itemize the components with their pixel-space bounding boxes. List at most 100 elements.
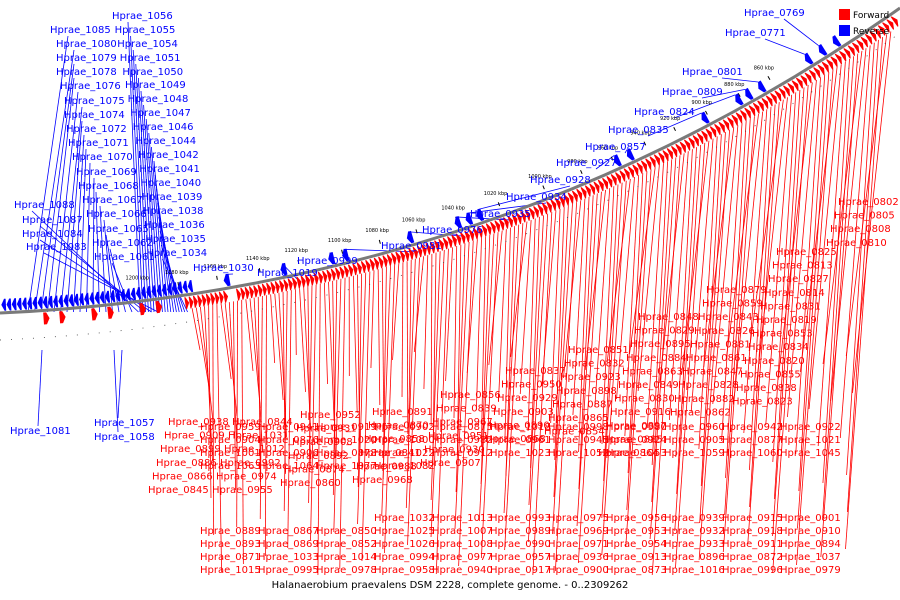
label-connector: [530, 216, 540, 469]
gene-label: Hprae_0989: [490, 526, 551, 537]
label-connector: [191, 308, 201, 351]
gene-label: Hprae_0882: [674, 394, 735, 405]
forward-gene-arrow: [851, 42, 860, 54]
reverse-gene-arrow: [328, 252, 336, 265]
gene-label: Hprae_0994: [374, 552, 435, 563]
label-connector: [27, 35, 69, 313]
label-connector: [637, 165, 660, 392]
label-connector: [594, 188, 611, 408]
label-connector: [241, 299, 244, 565]
label-connector: [212, 304, 215, 536]
gene-label: Hprae_1026: [374, 539, 435, 550]
forward-gene-arrow: [43, 312, 50, 325]
gene-label: Hprae_0771: [725, 28, 786, 39]
label-connector: [498, 229, 507, 403]
label-connector: [445, 247, 453, 382]
gene-label: Hprae_0974: [216, 471, 277, 482]
label-connector: [382, 267, 387, 480]
gene-label: Hprae_0894: [780, 539, 841, 550]
label-connector: [140, 90, 155, 313]
label-connector: [624, 175, 640, 437]
label-connector: [554, 202, 578, 572]
scale-tick-label: 1100 kbp: [328, 238, 352, 244]
forward-gene-arrow: [787, 82, 795, 94]
forward-gene-arrow: [330, 268, 337, 281]
gene-label: Hprae_0855: [740, 369, 801, 380]
reverse-gene-arrow: [758, 80, 767, 93]
label-connector: [777, 82, 813, 381]
forward-gene-arrow: [563, 194, 570, 206]
forward-gene-arrow: [184, 297, 190, 310]
forward-gene-arrow: [834, 53, 843, 65]
gene-label: Hprae_0918: [722, 526, 783, 537]
forward-gene-arrow: [399, 250, 406, 263]
gene-label: Hprae_0928: [530, 175, 591, 186]
label-connector: [649, 157, 677, 540]
label-connector: [99, 205, 107, 313]
gene-label: Hprae_1008: [432, 539, 493, 550]
gene-label: Hprae_0843: [698, 312, 759, 323]
forward-gene-arrow: [472, 227, 479, 240]
label-connector: [845, 37, 883, 550]
gene-label: Hprae_1021: [780, 435, 841, 446]
forward-gene-arrow: [485, 223, 492, 236]
label-connector: [287, 290, 292, 549]
gene-label: Hprae_0967: [432, 417, 493, 428]
scale-tick-label: 1020 kbp: [484, 191, 508, 197]
scale-tick: [497, 202, 501, 207]
forward-gene-arrow: [675, 143, 682, 156]
gene-label: Hprae_0863: [622, 366, 683, 377]
label-connector: [480, 232, 499, 559]
forward-gene-arrow: [291, 277, 298, 290]
label-connector: [357, 273, 362, 488]
label-connector: [381, 265, 391, 517]
gene-label: Hprae_0845: [148, 485, 209, 496]
forward-gene-arrow: [886, 19, 895, 30]
forward-gene-arrow: [287, 278, 293, 291]
forward-gene-arrow: [352, 263, 358, 276]
forward-gene-arrow: [425, 242, 432, 255]
label-connector: [339, 277, 346, 570]
label-connector: [690, 138, 714, 413]
label-connector: [601, 182, 623, 519]
gene-label: Hprae_0857: [585, 142, 646, 153]
forward-gene-arrow: [636, 162, 643, 174]
label-connector: [552, 203, 573, 535]
gene-label: Hprae_0859: [702, 299, 763, 310]
label-connector: [245, 299, 254, 372]
reverse-gene-arrow: [115, 289, 121, 302]
forward-gene-arrow: [502, 217, 509, 229]
label-connector: [53, 91, 79, 313]
forward-gene-arrow: [584, 185, 591, 197]
label-connector: [578, 196, 590, 453]
label-connector: [130, 35, 144, 313]
genome-backbone: [0, 6, 900, 341]
gene-label: Hprae_0951: [428, 431, 489, 442]
forward-gene-arrow: [107, 306, 114, 319]
label-connector: [477, 185, 571, 211]
forward-gene-arrow: [244, 287, 250, 299]
forward-gene-arrow: [507, 215, 514, 228]
forward-gene-arrow: [261, 283, 267, 296]
label-connector: [478, 233, 495, 522]
forward-gene-arrow: [201, 294, 207, 307]
forward-gene-arrow: [356, 262, 362, 275]
label-connector: [413, 256, 425, 353]
forward-gene-arrow: [515, 212, 522, 225]
gene-label: Hprae_0850: [316, 526, 377, 537]
label-connector: [503, 224, 520, 514]
label-connector: [317, 283, 321, 576]
label-connector: [722, 116, 755, 553]
forward-gene-arrow: [360, 261, 367, 274]
label-connector: [60, 106, 83, 313]
gene-label: Hprae_0814: [764, 288, 825, 299]
gene-label: Hprae_1079: [56, 53, 117, 64]
forward-gene-arrow: [683, 139, 691, 151]
gene-label: Hprae_0809: [662, 87, 723, 98]
gene-label: Hprae_0813: [772, 261, 833, 272]
label-connector: [755, 97, 788, 389]
forward-gene-arrow: [817, 64, 825, 76]
gene-label: Hprae_1064: [258, 461, 319, 472]
label-connector: [830, 48, 867, 402]
scale-tick: [378, 239, 381, 244]
